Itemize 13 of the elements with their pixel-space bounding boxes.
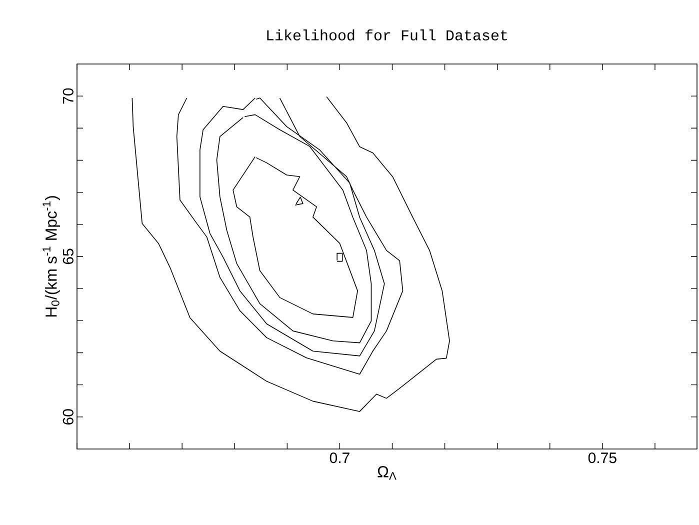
chart-title: Likelihood for Full Dataset — [267, 29, 507, 40]
line-series — [216, 114, 372, 344]
y-tick-label: 60 — [62, 409, 74, 424]
y-tick-label: 70 — [62, 88, 74, 104]
line-series — [294, 196, 304, 206]
y-axis-title: H$_{0}$/(km s$^{-1}$ Mpc$^{-1}$) — [42, 196, 60, 317]
line-series — [132, 96, 450, 412]
x-tick-label: 0.75 — [588, 452, 616, 464]
x-tick-label: 0.7 — [330, 452, 350, 464]
y-tick-label: 65 — [62, 248, 74, 264]
x-axis-title: Ω$_{Λ}$ — [378, 466, 396, 480]
line-series — [232, 156, 358, 318]
line-series — [176, 98, 404, 375]
